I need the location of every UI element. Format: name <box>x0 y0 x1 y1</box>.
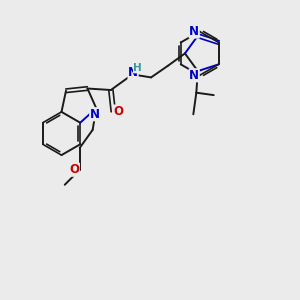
Text: H: H <box>134 63 142 73</box>
Text: O: O <box>113 105 123 118</box>
Text: N: N <box>189 25 199 38</box>
Text: N: N <box>128 66 138 80</box>
Text: N: N <box>90 108 100 121</box>
Text: N: N <box>189 69 199 82</box>
Text: O: O <box>69 163 80 176</box>
